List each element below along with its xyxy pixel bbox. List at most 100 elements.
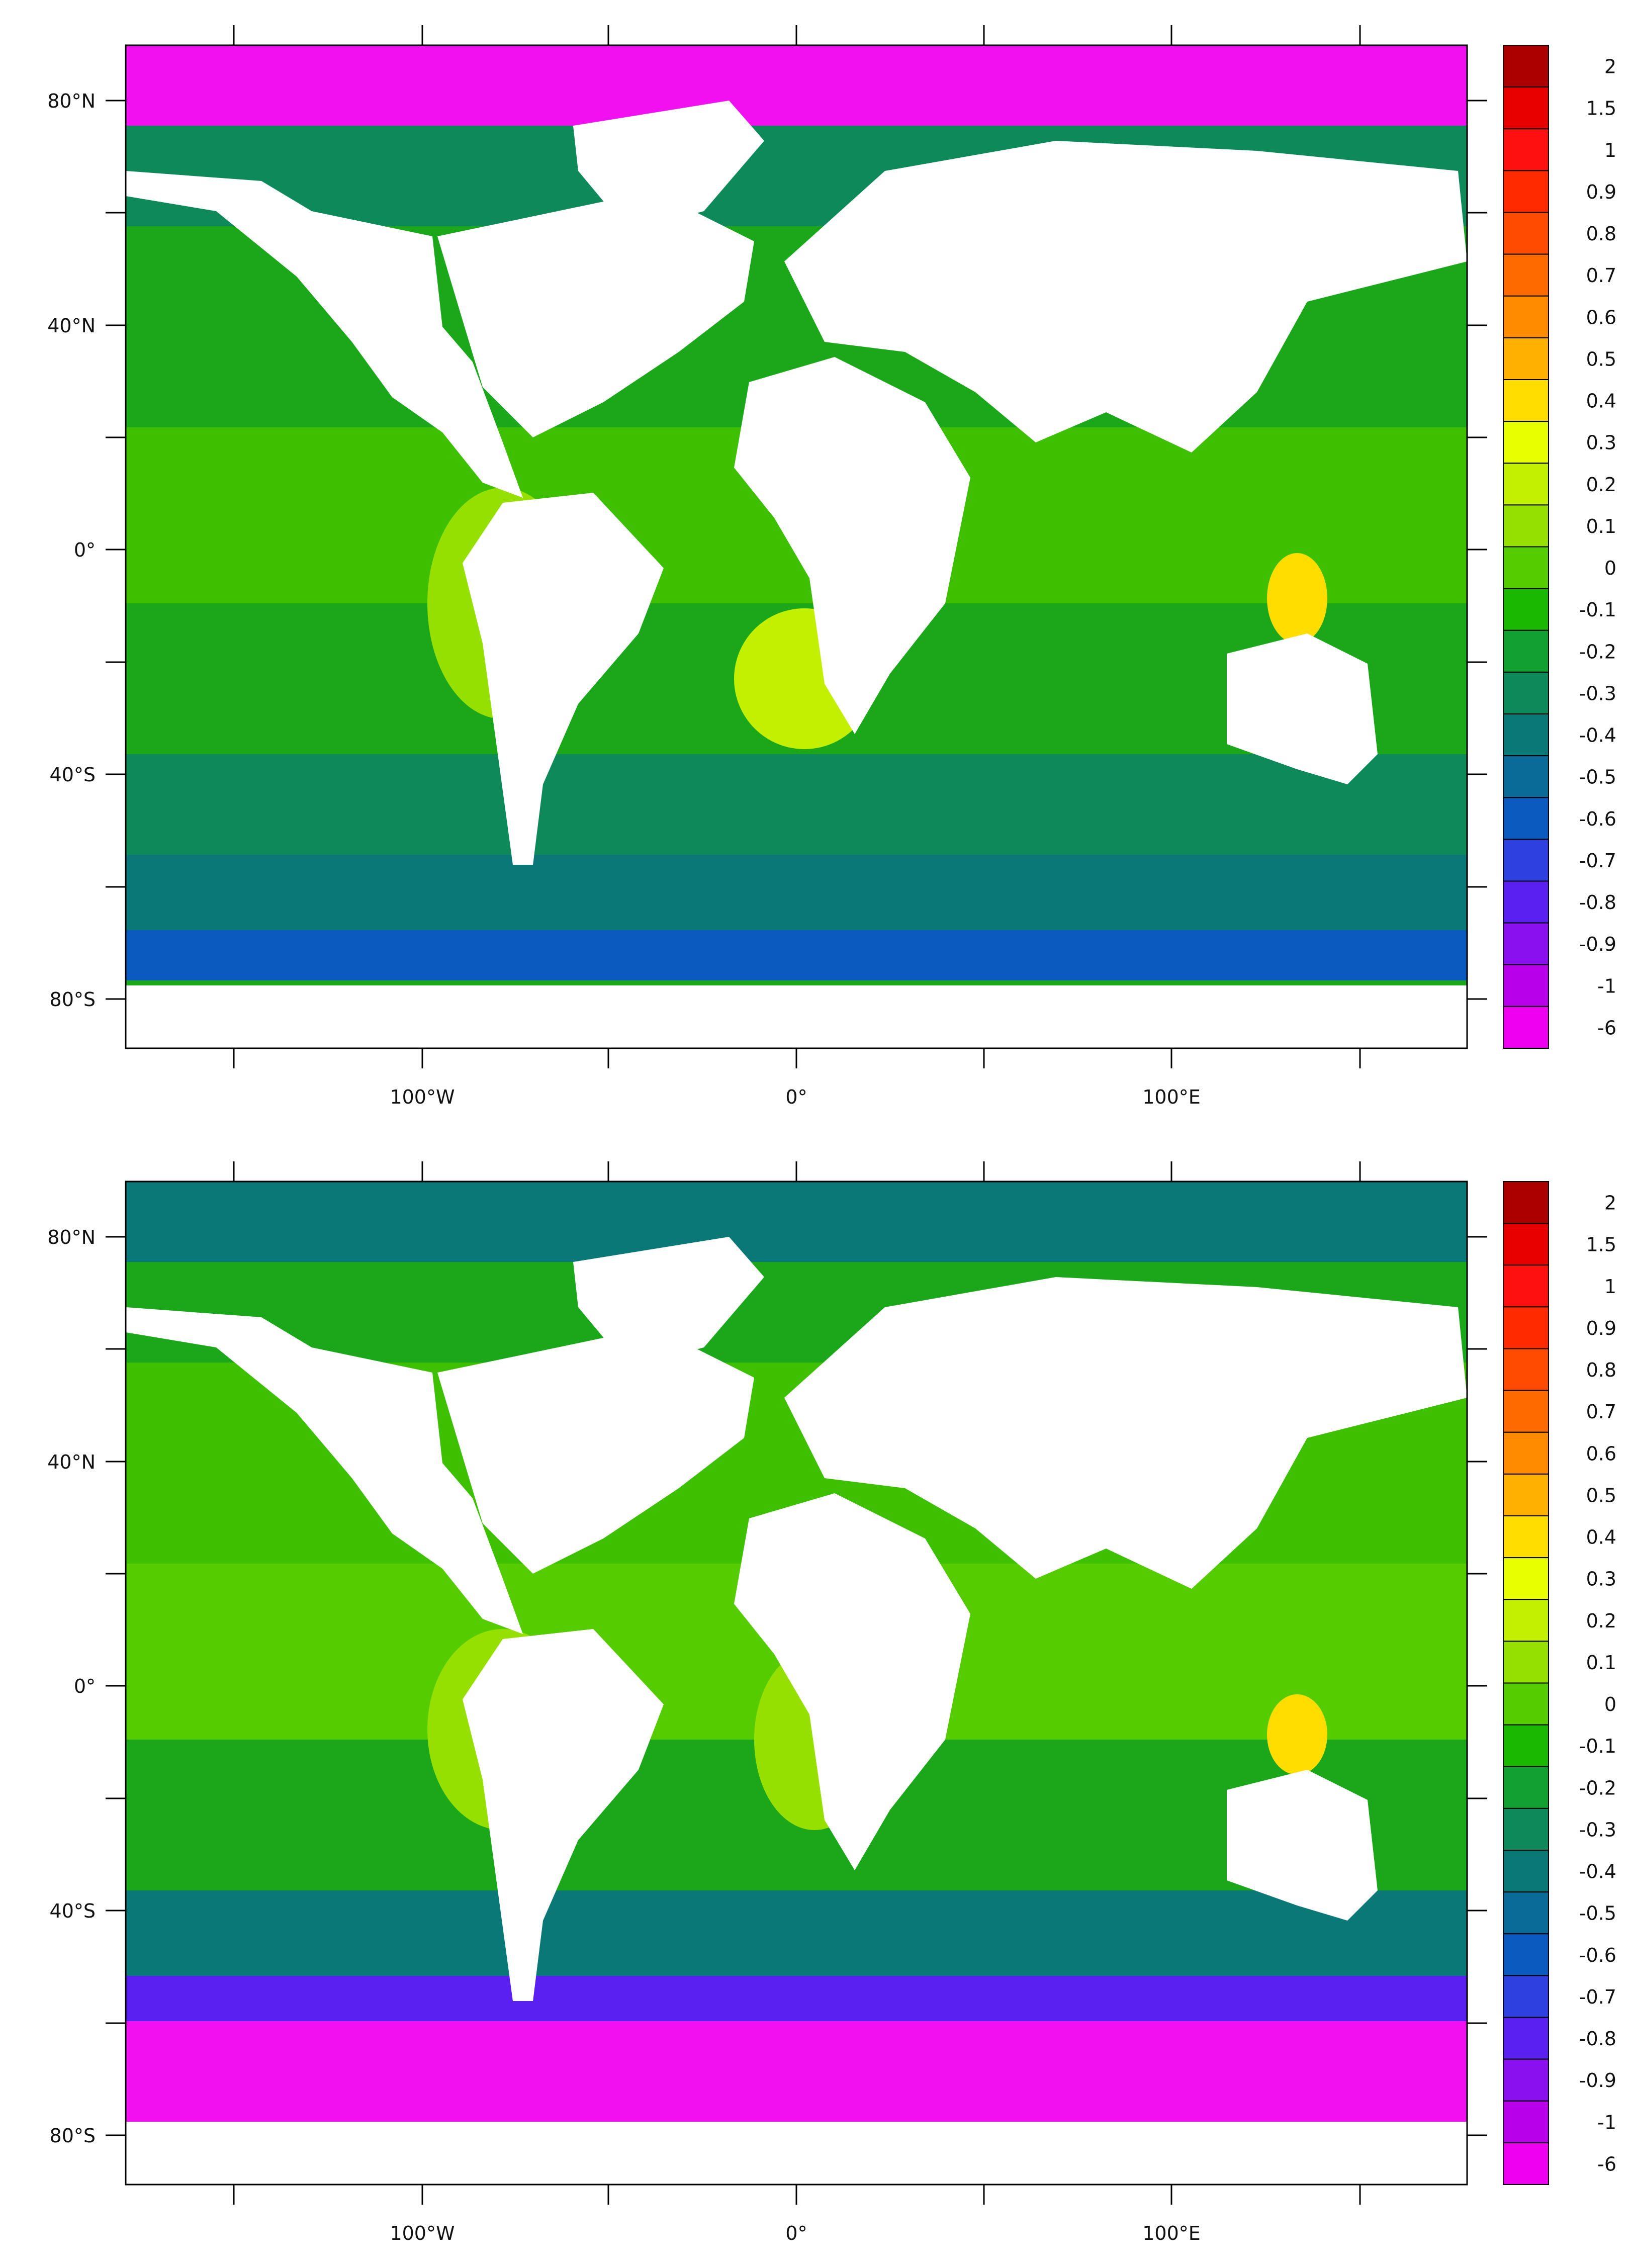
colorbar-bottom: 2 1.5 1 0.9 0.8 0.7 0.6 0.5 0.4 0.3 0.2 0.1 0 -0.1 -0.… (1503, 1181, 1616, 2185)
colorbar-label: -0.3 (1579, 682, 1616, 704)
southern-ocean-band (126, 2021, 1467, 2122)
australia (1227, 1770, 1378, 1921)
lat-label-80n: 80°N (47, 1226, 96, 1248)
colorbar-swatch (1503, 922, 1549, 965)
colorbar-swatch (1503, 1431, 1549, 1475)
colorbar-swatch (1503, 170, 1549, 213)
colorbar-label: 1 (1604, 1276, 1616, 1298)
lat-label-40n: 40°N (47, 315, 96, 337)
colorbar-label: 0.5 (1586, 348, 1616, 370)
africa (734, 357, 970, 734)
colorbar-swatch (1503, 1641, 1549, 1684)
colorbar-swatch (1503, 337, 1549, 380)
warm-pool (1267, 553, 1327, 644)
southern-deep-band (126, 930, 1467, 980)
colorbar-swatch (1503, 1599, 1549, 1642)
colorbar-swatch (1503, 839, 1549, 882)
colorbar-swatch (1503, 1348, 1549, 1391)
south-america (463, 493, 664, 865)
colorbar-swatch (1503, 1891, 1549, 1935)
colorbar-swatch (1503, 2017, 1549, 2060)
north-america (126, 1307, 523, 1634)
colorbar-label: 1 (1604, 139, 1616, 161)
eastern-north-america (437, 1327, 754, 1574)
colorbar-swatch (1503, 295, 1549, 338)
colorbar-label: -1 (1597, 975, 1616, 997)
continents (126, 1237, 1467, 2185)
colorbar-label: 1.5 (1586, 98, 1616, 120)
colorbar-label: 2 (1604, 56, 1616, 78)
colorbar-swatch (1503, 212, 1549, 255)
colorbar-label: -0.2 (1579, 1777, 1616, 1799)
colorbar-label: 0.1 (1586, 1652, 1616, 1674)
colorbar-label: -0.1 (1579, 599, 1616, 621)
map-panel-top: 80°N 40°N 0° 40°S 80°S 100°W 0° 100°E 2 1… (0, 0, 1632, 1131)
colorbar-swatch (1503, 86, 1549, 130)
colorbar-label: 0 (1604, 1693, 1616, 1715)
colorbar-label: 0.8 (1586, 1359, 1616, 1381)
colorbar-swatch (1503, 1473, 1549, 1516)
colorbar-swatch (1503, 1006, 1549, 1049)
colorbar-label: -0.8 (1579, 891, 1616, 914)
colorbar-label: 0.3 (1586, 432, 1616, 454)
greenland (573, 1237, 764, 1368)
colorbar-label: -0.3 (1579, 1819, 1616, 1841)
colorbar-label: 0.5 (1586, 1484, 1616, 1506)
lon-label-100w: 100°W (390, 1086, 455, 1108)
lat-label-80n: 80°N (47, 90, 96, 112)
colorbar-swatch (1503, 2100, 1549, 2143)
colorbar-label: 0.7 (1586, 264, 1616, 287)
colorbar-label: -0.5 (1579, 1902, 1616, 1925)
colorbar-label: 0.7 (1586, 1401, 1616, 1423)
antarctica (126, 2122, 1467, 2185)
colorbar-swatch (1503, 2142, 1549, 2185)
colorbar-swatch (1503, 421, 1549, 464)
colorbar-label: -0.6 (1579, 1944, 1616, 1966)
tick-marks (106, 1161, 1487, 2205)
lat-label-0: 0° (74, 1675, 96, 1697)
eurasia (784, 141, 1467, 452)
colorbar-label: -6 (1597, 1017, 1616, 1039)
tick-marks (106, 25, 1487, 1068)
colorbar-swatch (1503, 797, 1549, 840)
antarctica (126, 985, 1467, 1048)
colorbar-swatch (1503, 629, 1549, 673)
colorbar-label: -0.9 (1579, 933, 1616, 955)
south-mid-band (126, 754, 1467, 855)
colorbar-swatch (1503, 1223, 1549, 1266)
colorbar-label: -0.7 (1579, 850, 1616, 872)
colorbar-label: 0.6 (1586, 1442, 1616, 1465)
south-mid-band (126, 1890, 1467, 1976)
north-america (126, 171, 523, 498)
colorbar-label: 0.1 (1586, 515, 1616, 537)
lat-label-80s: 80°S (50, 2125, 96, 2147)
colorbar-label: 0.9 (1586, 181, 1616, 203)
africa (734, 1493, 970, 1870)
colorbar-swatch (1503, 1975, 1549, 2018)
colorbar-label: -0.2 (1579, 641, 1616, 663)
colorbar-swatch (1503, 546, 1549, 589)
colorbar-label: 0.4 (1586, 390, 1616, 412)
colorbar-swatch (1503, 713, 1549, 757)
lon-label-100e: 100°E (1142, 2222, 1201, 2244)
colorbar-label: -0.4 (1579, 724, 1616, 747)
arctic-ocean-band (126, 45, 1467, 126)
colorbar-label: 1.5 (1586, 1234, 1616, 1256)
arctic-ocean-band (126, 1182, 1467, 1262)
colorbar-swatch (1503, 1807, 1549, 1851)
colorbar-label: -1 (1597, 2111, 1616, 2133)
colorbar-label: 2 (1604, 1192, 1616, 1214)
map-panel-bottom-svg: 80°N 40°N 0° 40°S 80°S 100°W 0° 100°E 2 1… (47, 1161, 1616, 2244)
lon-label-0: 0° (785, 2222, 807, 2244)
colorbar-label: 0.4 (1586, 1526, 1616, 1549)
colorbar-swatch (1503, 253, 1549, 297)
colorbar-swatch (1503, 1306, 1549, 1349)
colorbar-label: 0.2 (1586, 1610, 1616, 1632)
colorbar-swatch (1503, 379, 1549, 422)
lon-label-0: 0° (785, 1086, 807, 1108)
colorbar-swatch (1503, 755, 1549, 798)
colorbar-swatch (1503, 964, 1549, 1007)
colorbar-label: 0.2 (1586, 474, 1616, 496)
eurasia (784, 1277, 1467, 1589)
colorbar-label: 0.9 (1586, 1317, 1616, 1339)
